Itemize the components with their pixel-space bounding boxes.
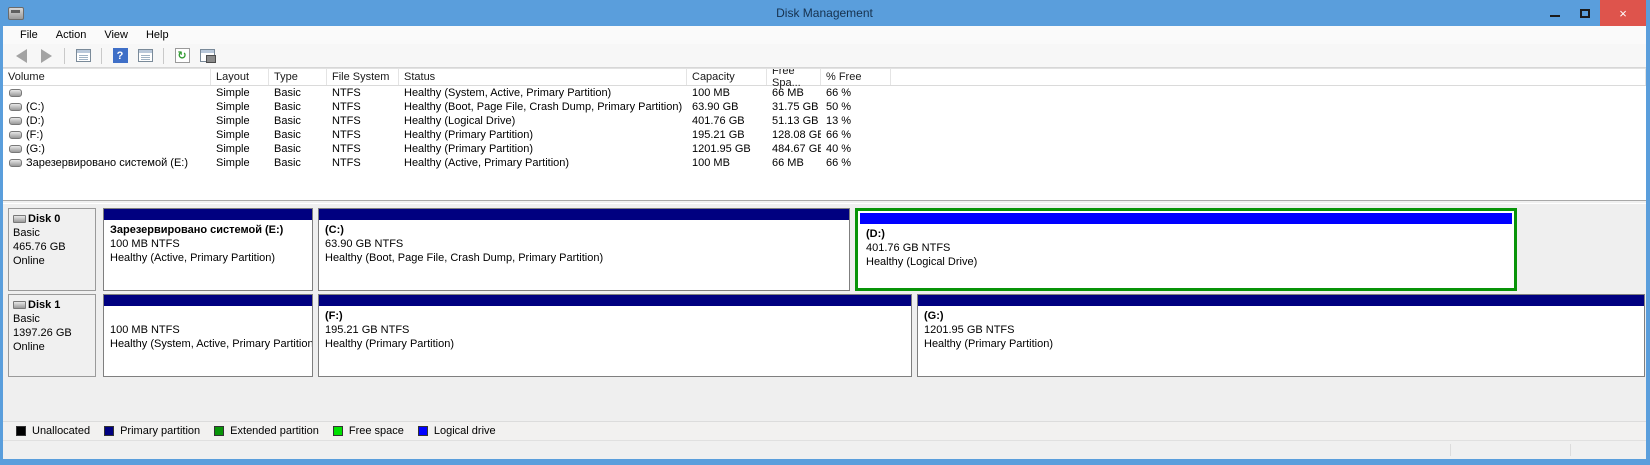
disk0-size: 465.76 GB [13, 241, 66, 253]
disk0-label-box[interactable]: Disk 0 Basic 465.76 GB Online [8, 208, 96, 291]
partition-disk0-c[interactable]: (C:) 63.90 GB NTFS Healthy (Boot, Page F… [318, 208, 850, 291]
app-icon [8, 6, 24, 20]
toolbar-separator [101, 47, 102, 64]
volume-icon [9, 117, 22, 125]
minimize-button[interactable] [1540, 0, 1570, 26]
console-tree-icon[interactable] [135, 46, 155, 66]
close-button[interactable]: × [1600, 0, 1646, 26]
disk1-type: Basic [13, 313, 40, 325]
toolbar-separator [64, 47, 65, 64]
disk1-size: 1397.26 GB [13, 327, 72, 339]
legend: Unallocated Primary partition Extended p… [3, 421, 1646, 440]
menu-help[interactable]: Help [145, 29, 169, 41]
title-bar: Disk Management × [3, 0, 1646, 26]
legend-free-space: Free space [332, 425, 404, 437]
extended-partition-swatch [214, 426, 225, 436]
menu-bar: File Action View Help [3, 26, 1646, 44]
toolbar-separator [163, 47, 164, 64]
table-row[interactable]: (G:) Simple Basic NTFS Healthy (Primary … [3, 142, 1646, 156]
volume-icon [9, 131, 22, 139]
volume-icon [9, 159, 22, 167]
table-row[interactable]: (F:) Simple Basic NTFS Healthy (Primary … [3, 128, 1646, 142]
volume-icon [9, 103, 22, 111]
unallocated-swatch [16, 426, 26, 436]
forward-arrow-icon[interactable] [36, 46, 56, 66]
menu-action[interactable]: Action [55, 29, 87, 41]
extended-partition-outline: (D:) 401.76 GB NTFS Healthy (Logical Dri… [855, 208, 1517, 291]
refresh-icon[interactable]: ↻ [172, 46, 192, 66]
primary-partition-bar [319, 295, 911, 306]
partition-disk1-f[interactable]: (F:) 195.21 GB NTFS Healthy (Primary Par… [318, 294, 912, 377]
volume-icon [9, 89, 22, 97]
status-bar [3, 440, 1646, 459]
column-header-freespace[interactable]: Free Spa... [767, 69, 821, 89]
toolbar: ? ↻ [3, 44, 1646, 68]
column-header-blank [891, 69, 1646, 85]
logical-drive-swatch [417, 426, 428, 436]
partition-disk0-e[interactable]: Зарезервировано системой (E:) 100 MB NTF… [103, 208, 313, 291]
primary-partition-swatch [104, 426, 115, 436]
console-window-icon[interactable] [73, 46, 93, 66]
primary-partition-bar [104, 209, 312, 220]
statusbar-separator [1570, 444, 1571, 456]
table-row[interactable]: (D:) Simple Basic NTFS Healthy (Logical … [3, 114, 1646, 128]
free-space-swatch [332, 426, 343, 436]
column-header-status[interactable]: Status [399, 69, 687, 85]
menu-view[interactable]: View [104, 29, 128, 41]
help-icon[interactable]: ? [110, 46, 130, 66]
volume-list-header: Volume Layout Type File System Status Ca… [3, 69, 1646, 89]
volume-icon [9, 145, 22, 153]
column-header-capacity[interactable]: Capacity [687, 69, 767, 85]
disk1-status: Online [13, 341, 45, 353]
column-header-type[interactable]: Type [269, 69, 327, 85]
disk-row-0: Disk 0 Basic 465.76 GB Online Зарезервир… [8, 208, 1642, 291]
logical-drive-bar [860, 213, 1512, 224]
legend-extended-partition: Extended partition [214, 425, 319, 437]
partition-disk0-d[interactable]: (D:) 401.76 GB NTFS Healthy (Logical Dri… [860, 213, 1512, 286]
graphical-view: Disk 0 Basic 465.76 GB Online Зарезервир… [3, 204, 1646, 440]
statusbar-separator [1450, 444, 1451, 456]
primary-partition-bar [319, 209, 849, 220]
disk0-type: Basic [13, 227, 40, 239]
legend-logical-drive: Logical drive [417, 425, 496, 437]
column-header-layout[interactable]: Layout [211, 69, 269, 85]
window-title: Disk Management [776, 6, 873, 20]
disk0-status: Online [13, 255, 45, 267]
back-arrow-icon[interactable] [11, 46, 31, 66]
disk-row-1: Disk 1 Basic 1397.26 GB Online 100 MB NT… [8, 294, 1645, 377]
disk1-label-box[interactable]: Disk 1 Basic 1397.26 GB Online [8, 294, 96, 377]
menu-file[interactable]: File [20, 29, 38, 41]
column-header-filesystem[interactable]: File System [327, 69, 399, 85]
partition-disk1-g[interactable]: (G:) 1201.95 GB NTFS Healthy (Primary Pa… [917, 294, 1645, 377]
pane-splitter[interactable] [3, 200, 1646, 204]
disk-icon [13, 215, 26, 223]
volume-list: Volume Layout Type File System Status Ca… [3, 68, 1646, 200]
partition-disk1-system[interactable]: 100 MB NTFS Healthy (System, Active, Pri… [103, 294, 313, 377]
table-row[interactable]: Simple Basic NTFS Healthy (System, Activ… [3, 86, 1646, 100]
maximize-button[interactable] [1570, 0, 1600, 26]
primary-partition-bar [918, 295, 1644, 306]
column-header-volume[interactable]: Volume [3, 69, 211, 85]
primary-partition-bar [104, 295, 312, 306]
disk-icon [13, 301, 26, 309]
legend-primary-partition: Primary partition [104, 425, 200, 437]
column-header-pctfree[interactable]: % Free [821, 69, 891, 85]
table-row[interactable]: Зарезервировано системой (E:) Simple Bas… [3, 156, 1646, 170]
rescan-disks-icon[interactable] [197, 46, 217, 66]
table-row[interactable]: (C:) Simple Basic NTFS Healthy (Boot, Pa… [3, 100, 1646, 114]
legend-unallocated: Unallocated [16, 425, 90, 437]
